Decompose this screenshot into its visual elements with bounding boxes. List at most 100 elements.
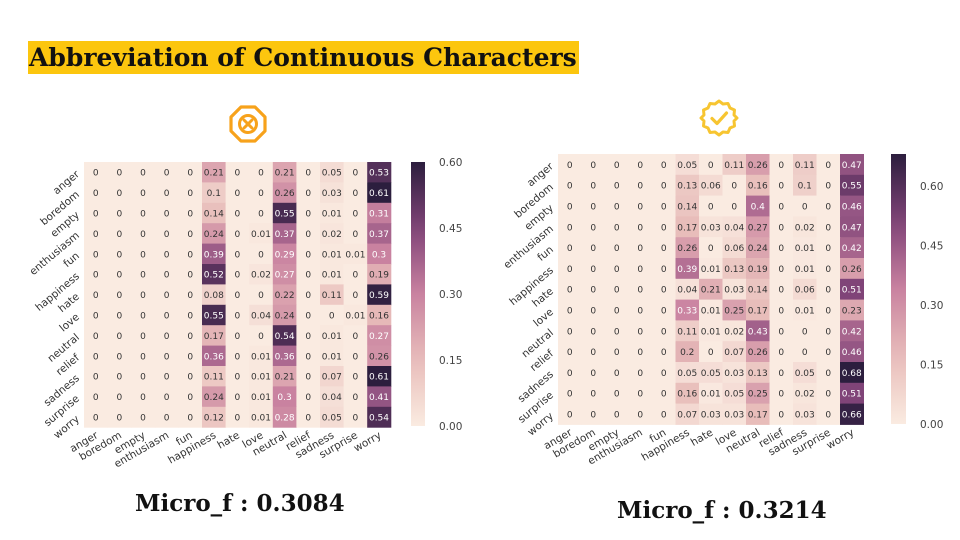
- cell-value-label: 0: [353, 373, 359, 383]
- heatmap-cell: [84, 264, 109, 285]
- cell-value-label: 0: [258, 291, 264, 301]
- heatmap-cell: [249, 162, 274, 183]
- heatmap-cell: [178, 243, 203, 265]
- cell-value-label: 0: [93, 352, 99, 362]
- cell-value-label: 0: [661, 223, 667, 233]
- cell-value-label: 0.01: [322, 332, 342, 342]
- cell-value-label: 0.07: [724, 348, 744, 358]
- heatmap-cell: [107, 325, 132, 347]
- cell-value-label: 0.06: [701, 182, 721, 192]
- cell-value-label: 0.28: [275, 414, 295, 424]
- cell-value-label: 0: [353, 332, 359, 342]
- cell-value-label: 0: [117, 291, 123, 301]
- heatmap-cell: [154, 243, 179, 265]
- cell-value-label: 0.3: [277, 393, 291, 403]
- cell-value-label: 0: [590, 244, 596, 254]
- heatmap-cell: [816, 278, 841, 301]
- heatmap-cell: [154, 406, 179, 428]
- heatmap-cell: [793, 362, 817, 384]
- heatmap-cell: [699, 216, 723, 238]
- heatmap-cell: [84, 202, 109, 224]
- y-tick-label: love: [57, 311, 82, 334]
- cell-value-label: 0.61: [369, 373, 389, 383]
- cell-value-label: 0: [93, 393, 99, 403]
- cell-value-label: 0.36: [204, 352, 224, 362]
- cell-value-label: 0: [187, 230, 193, 240]
- heatmap-cell: [320, 264, 345, 285]
- heatmap-cell: [793, 382, 817, 405]
- cell-value-label: 0.06: [724, 244, 744, 254]
- x-tick-label: worry: [825, 427, 857, 452]
- heatmap-cell: [249, 202, 274, 224]
- heatmap-cell: [178, 284, 203, 306]
- heatmap-cell: [131, 223, 156, 245]
- heatmap-cell: [652, 320, 676, 342]
- heatmap-cell: [296, 406, 321, 428]
- heatmap-cell: [628, 299, 653, 321]
- cell-value-label: 0.04: [677, 286, 697, 296]
- cell-value-label: 0.17: [748, 307, 768, 317]
- heatmap-cell: [202, 202, 227, 224]
- cell-value-label: 0.17: [748, 411, 768, 421]
- colorbar-tick-label: 0.00: [439, 421, 462, 433]
- heatmap-cell: [272, 162, 297, 183]
- heatmap-cell: [675, 237, 700, 259]
- heatmap-cell: [628, 403, 653, 425]
- cell-value-label: 0: [353, 352, 359, 362]
- cell-value-label: 0.25: [724, 307, 744, 317]
- cell-value-label: 0: [305, 169, 311, 179]
- heatmap-cell: [225, 284, 250, 306]
- heatmap-cell: [746, 299, 770, 321]
- heatmap-cell: [131, 243, 156, 265]
- heatmap-cell: [628, 258, 653, 280]
- cell-value-label: 0.31: [369, 210, 389, 220]
- cell-value-label: 0: [258, 210, 264, 220]
- heatmap-cell: [558, 154, 582, 176]
- cell-value-label: 0: [305, 189, 311, 199]
- heatmap-cell: [628, 382, 653, 405]
- heatmap-cell: [296, 182, 321, 204]
- heatmap-cell: [367, 366, 392, 387]
- cell-value-label: 0: [117, 414, 123, 424]
- heatmap-cell: [225, 264, 250, 285]
- heatmap-cell: [652, 299, 676, 321]
- cell-value-label: 0: [140, 230, 146, 240]
- heatmap-cell: [699, 362, 723, 384]
- heatmap-cell: [769, 362, 794, 384]
- cell-value-label: 0.21: [275, 169, 295, 179]
- cell-value-label: 0: [567, 244, 573, 254]
- cell-value-label: 0: [614, 307, 620, 317]
- heatmap-cell: [605, 320, 629, 342]
- cell-value-label: 0: [140, 332, 146, 342]
- heatmap-cell: [249, 223, 274, 245]
- cell-value-label: 0: [93, 312, 99, 322]
- cell-value-label: 0.01: [251, 414, 271, 424]
- cell-value-label: 0.21: [701, 286, 721, 296]
- heatmap-cell: [131, 406, 156, 428]
- cell-value-label: 0.39: [204, 250, 224, 260]
- heatmap-cell: [107, 182, 132, 204]
- heatmap-cell: [816, 320, 841, 342]
- x-tick-label: happiness: [639, 427, 691, 464]
- heatmap-cell: [722, 320, 747, 342]
- cell-value-label: 0.26: [748, 348, 768, 358]
- heatmap-cell: [746, 258, 770, 280]
- cell-value-label: 0: [637, 411, 643, 421]
- heatmap-cell: [581, 174, 606, 197]
- heatmap-cell: [581, 362, 606, 384]
- cell-value-label: 0: [567, 348, 573, 358]
- heatmap-cell: [675, 320, 700, 342]
- heatmap-cell: [131, 182, 156, 204]
- cell-value-label: 0: [825, 327, 831, 337]
- heatmap-cell: [769, 403, 794, 425]
- heatmap-cell: [722, 154, 747, 176]
- heatmap-cell: [769, 341, 794, 363]
- heatmap-cell: [605, 403, 629, 425]
- heatmap-cell: [343, 304, 368, 326]
- heatmap-cell: [793, 174, 817, 197]
- cell-value-label: 0.4: [751, 203, 766, 213]
- heatmap-cell: [558, 237, 582, 259]
- heatmap-cell: [652, 362, 676, 384]
- heatmap-cell: [793, 154, 817, 176]
- cell-value-label: 0: [661, 203, 667, 213]
